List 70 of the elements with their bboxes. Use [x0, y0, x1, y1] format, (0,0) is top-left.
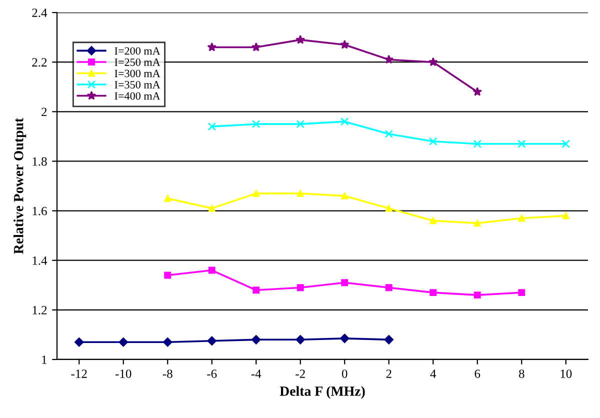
point [252, 286, 260, 294]
x-tick-label: -6 [207, 370, 217, 378]
legend-label: I=250 mA [114, 58, 160, 66]
x-tick-label: 4 [430, 370, 436, 378]
point [118, 338, 128, 347]
point [474, 220, 481, 227]
point [296, 284, 304, 292]
point [341, 192, 348, 200]
point [430, 289, 437, 296]
legend-label: I=200 mA [114, 47, 160, 55]
legend-label: I=400 mA [114, 92, 160, 100]
point [385, 284, 392, 292]
y-tick-label: 2.2 [32, 58, 47, 67]
point [296, 34, 306, 44]
y-tick-label: 2.4 [32, 8, 48, 18]
point [385, 204, 392, 212]
point [252, 335, 261, 344]
point [207, 42, 217, 52]
point [384, 335, 394, 344]
point [164, 272, 172, 279]
point [428, 137, 438, 146]
point [562, 212, 570, 220]
point [518, 214, 526, 222]
point [164, 194, 172, 202]
point [430, 217, 437, 224]
point [208, 122, 216, 131]
point [384, 130, 394, 138]
point [340, 40, 350, 49]
point [252, 120, 260, 128]
x-tick-label: -12 [71, 370, 87, 378]
x-tick-label: -2 [296, 370, 305, 378]
point [340, 334, 350, 344]
point [340, 117, 349, 126]
x-tick-label: -8 [162, 370, 172, 378]
y-axis-title: Relative Power Output [14, 118, 26, 254]
point [208, 266, 216, 274]
point [208, 204, 216, 212]
x-tick-label: 8 [518, 370, 524, 378]
legend-label: I=300 mA [114, 70, 160, 78]
x-tick-label: 6 [474, 370, 480, 378]
point [163, 338, 172, 347]
y-tick-label: 2 [42, 108, 47, 116]
point [384, 54, 394, 64]
point [296, 120, 305, 128]
point [341, 279, 348, 286]
point [472, 86, 482, 96]
point [517, 140, 526, 148]
point [296, 335, 305, 344]
point [473, 140, 482, 148]
point [251, 42, 261, 52]
point [428, 57, 438, 66]
y-tick-label: 1 [42, 356, 47, 364]
x-tick-label: 10 [560, 370, 572, 378]
y-tick-label: 1.4 [32, 256, 48, 265]
point [296, 190, 304, 197]
y-tick-label: 1.6 [32, 206, 47, 216]
point [474, 292, 481, 299]
y-tick-label: 1.8 [32, 157, 47, 166]
point [518, 289, 526, 296]
legend-label: I=350 mA [114, 80, 160, 88]
point [252, 190, 260, 197]
point [207, 336, 216, 346]
x-tick-label: -4 [251, 370, 262, 378]
x-tick-label: 2 [386, 370, 392, 378]
x-tick-label: 0 [342, 370, 348, 378]
x-tick-label: -10 [116, 370, 132, 378]
point [74, 338, 84, 347]
y-tick-label: 1.2 [32, 306, 47, 314]
point [562, 140, 570, 148]
x-axis-title: Delta F (MHz) [280, 386, 365, 399]
